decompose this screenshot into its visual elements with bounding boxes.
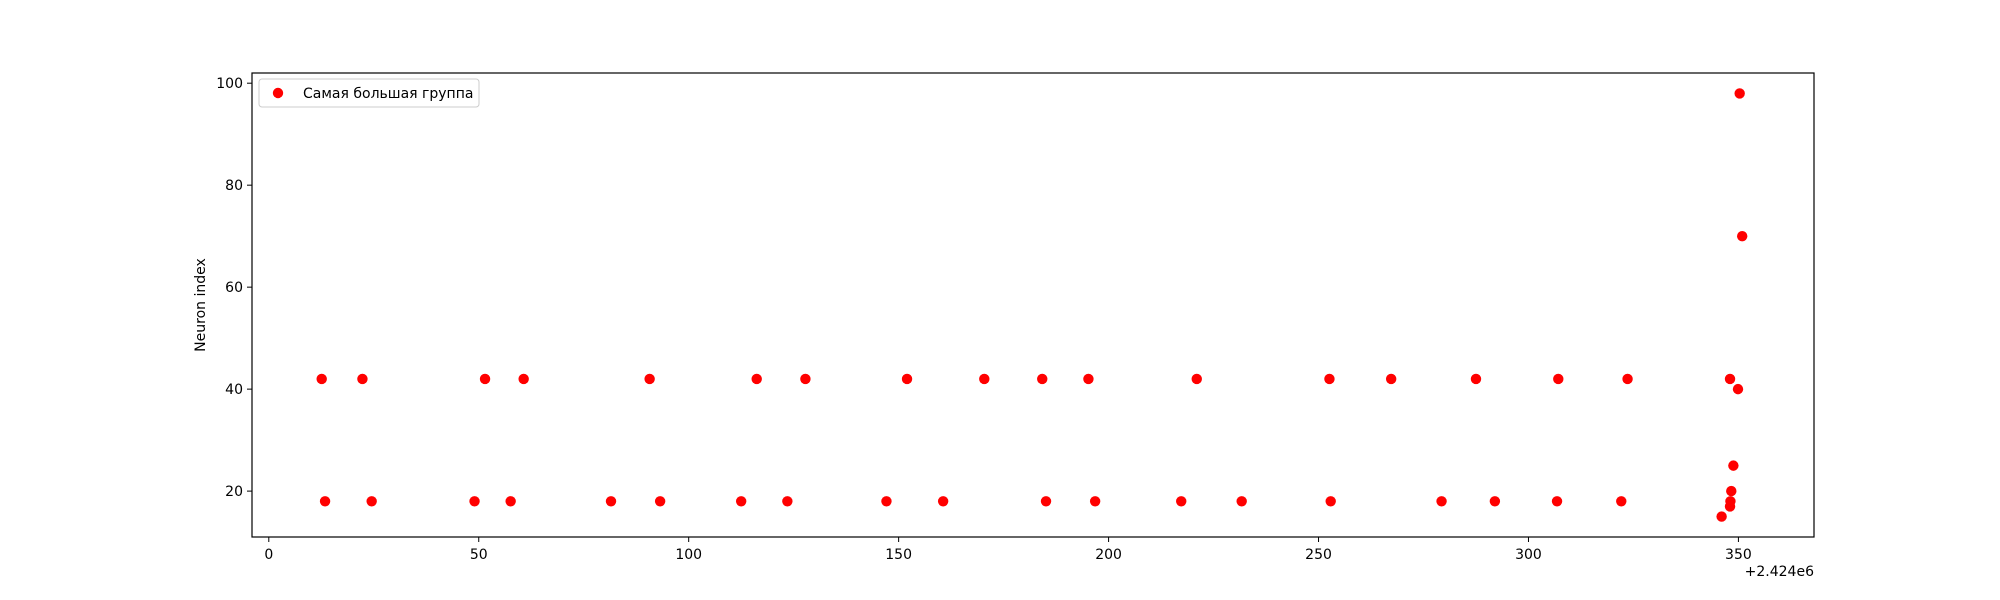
data-point [1325,496,1336,507]
data-point [1470,373,1482,385]
data-point [735,496,747,507]
x-axis-offset-text: +2.424e6 [1745,564,1814,580]
data-point [1734,88,1745,99]
legend-label: Самая большая группа [303,86,473,102]
data-point [901,373,913,385]
data-point [1728,460,1739,471]
x-tick-label: 150 [885,547,912,563]
data-point [979,373,990,385]
data-point [654,496,666,507]
data-point [1324,373,1335,385]
data-point [316,373,327,385]
data-point [505,496,516,507]
data-point [1732,383,1744,395]
data-point [319,496,331,507]
data-point [937,496,949,507]
y-tick-label: 100 [216,76,243,92]
x-tick-label: 200 [1095,547,1122,563]
data-point [1622,373,1633,385]
data-point [1726,485,1737,497]
y-tick-label: 60 [225,280,243,296]
legend-marker [272,87,284,99]
y-tick-label: 80 [225,178,243,194]
data-point [751,373,762,385]
data-point [1191,373,1202,385]
data-point [1724,373,1736,385]
data-point [1089,496,1101,507]
data-point [644,373,655,385]
data-point [605,496,617,507]
x-tick-label: 250 [1305,547,1332,563]
x-tick-label: 350 [1725,547,1752,563]
data-point [1040,496,1052,507]
data-point [1176,496,1187,507]
data-point [1385,373,1397,385]
legend-box [258,78,480,108]
data-point [1736,230,1748,242]
x-tick-label: 100 [675,547,702,563]
data-point [881,496,892,507]
data-point [1716,511,1727,522]
y-tick-label: 40 [225,382,243,398]
data-point [1037,373,1048,385]
data-point [1616,496,1627,507]
data-point [357,373,368,385]
data-point [366,496,377,507]
data-point [1551,496,1563,507]
data-point [1553,373,1564,385]
data-point [1236,496,1247,507]
y-axis-label: Neuron index [193,258,209,352]
y-tick-label: 20 [225,484,243,500]
x-tick-label: 0 [264,547,273,563]
data-point [782,496,793,507]
data-point [1436,496,1447,507]
legend: Самая большая группа [258,78,480,108]
data-point [479,373,491,385]
plot-frame [251,72,1815,538]
points-layer [316,88,1748,522]
data-point [518,373,529,385]
data-point [1725,496,1736,507]
data-point [800,373,811,385]
x-tick-label: 50 [470,547,488,563]
ticks-layer: 0 50 100 150 200 250 300 350 20 40 60 80 100 [216,76,1752,563]
data-point [469,496,480,507]
data-point [1083,373,1094,385]
data-point [1489,496,1501,507]
x-tick-label: 300 [1515,547,1542,563]
